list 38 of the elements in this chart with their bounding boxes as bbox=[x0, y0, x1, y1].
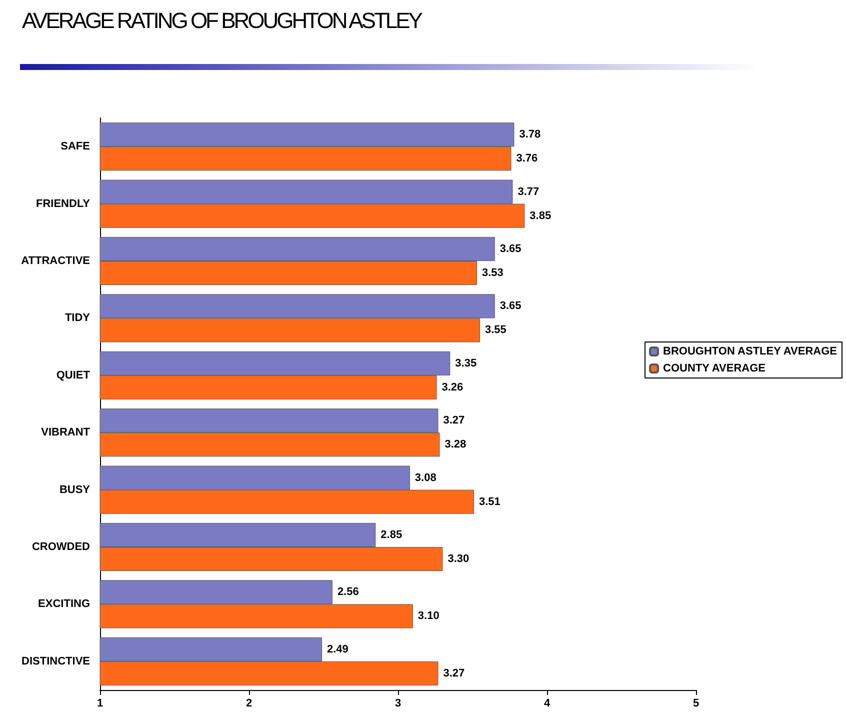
data-label: 3.27 bbox=[443, 414, 465, 427]
y-tick-label: DISTINCTIVE bbox=[22, 655, 90, 668]
y-tick-label: VIBRANT bbox=[41, 426, 90, 439]
x-tick-label: 4 bbox=[544, 698, 551, 710]
y-tick-label: FRIENDLY bbox=[36, 198, 91, 210]
legend-label: BROUGHTON ASTLEY AVERAGE bbox=[663, 346, 837, 358]
data-label: 3.55 bbox=[484, 324, 506, 336]
data-label: 3.26 bbox=[442, 381, 464, 394]
data-label: 3.85 bbox=[530, 210, 552, 222]
data-label: 3.65 bbox=[500, 300, 522, 312]
data-label: 3.10 bbox=[418, 610, 440, 622]
legend-label: COUNTY AVERAGE bbox=[663, 362, 766, 374]
data-label: 3.51 bbox=[478, 496, 500, 508]
data-label: 2.49 bbox=[327, 643, 348, 656]
y-tick-label: EXCITING bbox=[38, 598, 90, 610]
x-tick-label: 1 bbox=[96, 698, 104, 710]
x-tick-label: 3 bbox=[394, 698, 402, 710]
data-label: 3.76 bbox=[516, 152, 538, 165]
data-label: 3.28 bbox=[444, 438, 466, 451]
y-tick-label: QUIET bbox=[56, 369, 90, 382]
data-label: 3.65 bbox=[500, 242, 522, 255]
data-label: 3.35 bbox=[455, 357, 477, 370]
x-tick-label: 5 bbox=[692, 698, 700, 710]
y-tick-label: SAFE bbox=[60, 140, 90, 153]
data-label: 3.78 bbox=[519, 128, 541, 141]
data-label: 3.53 bbox=[482, 267, 504, 280]
data-label: 3.30 bbox=[448, 553, 470, 566]
y-tick-label: BUSY bbox=[59, 484, 91, 496]
data-label: 2.56 bbox=[337, 586, 359, 598]
y-tick-label: CROWDED bbox=[32, 541, 90, 553]
data-label: 2.85 bbox=[380, 528, 402, 541]
y-tick-label: ATTRACTIVE bbox=[21, 255, 90, 267]
data-label: 3.27 bbox=[443, 667, 465, 680]
data-label: 3.77 bbox=[518, 186, 540, 198]
data-label: 3.08 bbox=[414, 472, 436, 484]
x-tick-label: 2 bbox=[246, 698, 252, 710]
y-tick-label: TIDY bbox=[64, 312, 91, 324]
chart-title: AVERAGE RATING OF BROUGHTON ASTLEY bbox=[22, 8, 421, 34]
